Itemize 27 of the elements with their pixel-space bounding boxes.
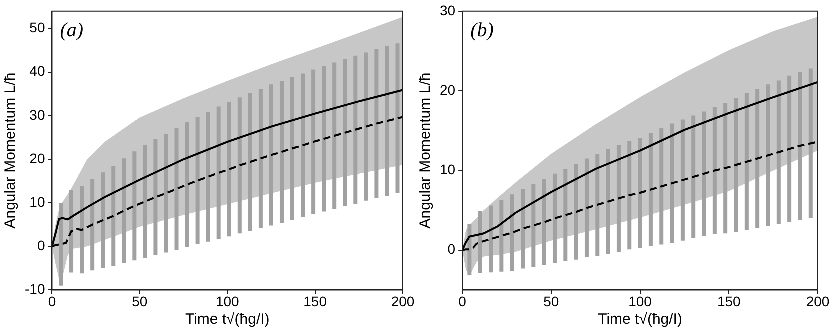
x-tick-label: 100 xyxy=(216,293,240,310)
x-tick-label: 200 xyxy=(391,293,415,310)
annotation: (b) xyxy=(470,20,494,42)
y-tick-label: 10 xyxy=(30,194,46,210)
y-tick-label: 30 xyxy=(30,106,46,123)
x-axis-title: Time t√(ħg/I) xyxy=(598,311,682,328)
y-tick-label: -10 xyxy=(25,281,46,298)
annotation: (a) xyxy=(60,20,84,42)
x-tick-label: 150 xyxy=(304,293,328,310)
y-tick-label: 0 xyxy=(448,241,456,258)
y-tick-label: 30 xyxy=(440,2,456,18)
x-tick-label: 0 xyxy=(48,293,56,310)
x-tick-label: 50 xyxy=(132,293,148,310)
x-axis-title: Time t√(ħg/I) xyxy=(185,311,270,328)
y-tick-label: 20 xyxy=(440,82,456,98)
y-axis-title: Angular Momentum L/ħ xyxy=(417,72,434,229)
y-tick-label: 0 xyxy=(37,237,46,254)
x-tick-label: 200 xyxy=(806,293,830,310)
x-tick-label: 100 xyxy=(628,293,652,310)
y-tick-label: 40 xyxy=(30,63,46,80)
x-tick-label: 0 xyxy=(458,293,467,310)
y-tick-label: 20 xyxy=(30,150,46,166)
y-tick-label: 10 xyxy=(440,162,456,178)
y-tick-label: 50 xyxy=(30,20,46,36)
x-tick-label: 150 xyxy=(717,293,742,310)
y-axis-title: Angular Momentum L/ħ xyxy=(2,72,20,229)
x-tick-label: 50 xyxy=(544,293,560,310)
